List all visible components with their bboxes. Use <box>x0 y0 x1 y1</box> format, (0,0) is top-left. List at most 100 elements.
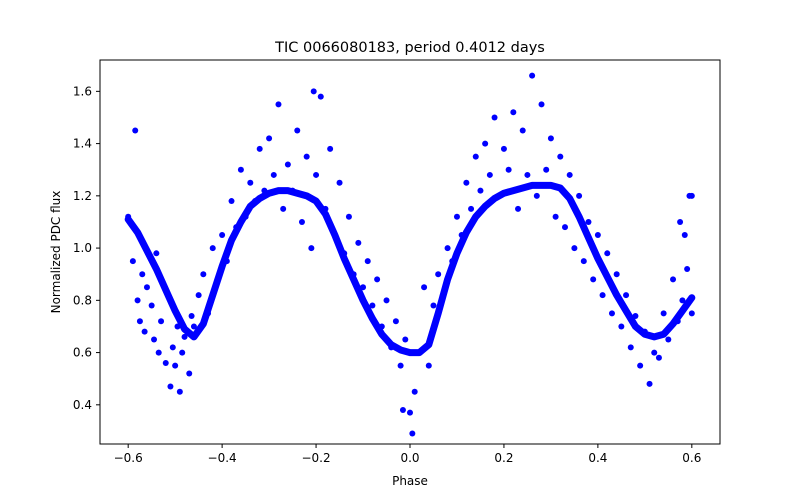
data-point <box>409 430 416 437</box>
data-point <box>491 114 498 121</box>
y-tick-label: 1.6 <box>73 84 92 98</box>
data-point <box>167 383 174 390</box>
x-tick-label: −0.6 <box>114 451 143 465</box>
data-point <box>430 302 437 309</box>
data-point <box>345 213 352 220</box>
data-point <box>411 388 418 395</box>
data-point <box>308 245 315 252</box>
plot-area-frame <box>99 59 721 445</box>
data-point <box>679 297 686 304</box>
data-point <box>651 349 658 356</box>
data-point <box>181 333 188 340</box>
y-tick-label: 0.8 <box>73 293 92 307</box>
data-point <box>557 153 564 160</box>
data-point <box>566 171 573 178</box>
y-tick-label: 1.2 <box>73 189 92 203</box>
data-point <box>298 218 305 225</box>
y-tick-label: 0.6 <box>73 346 92 360</box>
data-point <box>482 140 489 147</box>
data-point <box>256 145 263 152</box>
data-point <box>392 318 399 325</box>
x-tick-label: 0.0 <box>400 451 419 465</box>
data-point <box>477 187 484 194</box>
y-axis-label: Normalized PDC flux <box>49 191 63 314</box>
x-tick-label: 0.4 <box>588 451 607 465</box>
data-point <box>172 362 179 369</box>
data-point <box>141 328 148 335</box>
data-point <box>571 245 578 252</box>
data-point <box>510 109 517 116</box>
data-point <box>188 313 195 319</box>
data-point <box>190 323 197 330</box>
data-point <box>515 205 522 212</box>
x-axis-ticks: −0.6 −0.4 −0.2 0.0 0.2 0.4 0.6 <box>114 444 701 465</box>
data-marks <box>124 72 696 437</box>
data-point <box>327 145 334 152</box>
data-point <box>547 135 554 142</box>
data-point <box>670 276 677 283</box>
data-point <box>655 354 662 361</box>
data-point <box>421 284 428 291</box>
data-point <box>435 271 442 278</box>
data-point <box>294 127 301 134</box>
data-point <box>576 192 583 199</box>
data-point <box>336 179 343 186</box>
data-point <box>280 205 287 212</box>
data-point <box>660 310 667 317</box>
chart-title: TIC 0066080183, period 0.4012 days <box>274 40 545 56</box>
data-point <box>155 349 162 356</box>
data-point <box>355 239 362 246</box>
data-point <box>543 166 550 173</box>
data-point <box>637 362 644 369</box>
data-point <box>688 192 695 199</box>
data-point <box>580 258 587 265</box>
data-point <box>364 258 371 265</box>
data-point <box>627 344 634 351</box>
data-point <box>524 171 531 178</box>
data-point <box>129 258 136 265</box>
data-point <box>519 127 526 134</box>
data-point <box>684 265 691 272</box>
data-point <box>402 336 409 343</box>
data-point <box>209 245 216 252</box>
data-point <box>599 292 606 299</box>
data-point <box>195 292 202 299</box>
data-point <box>369 302 376 309</box>
x-tick-label: 0.6 <box>682 451 701 465</box>
data-point <box>468 205 475 212</box>
y-axis-ticks: 0.4 0.6 0.8 1.0 1.2 1.4 1.6 <box>73 84 100 412</box>
data-point <box>143 284 150 291</box>
data-point <box>618 323 625 330</box>
data-point <box>538 101 545 108</box>
data-point <box>176 388 183 395</box>
data-point <box>275 101 282 108</box>
data-point <box>604 250 611 257</box>
model-curve <box>124 181 696 357</box>
data-point <box>533 192 540 199</box>
data-point <box>472 153 479 160</box>
data-point <box>158 318 165 325</box>
data-point <box>594 232 601 239</box>
data-point <box>646 380 653 387</box>
data-point <box>200 271 207 278</box>
x-tick-label: −0.4 <box>208 451 237 465</box>
data-point <box>237 166 244 173</box>
x-tick-label: −0.2 <box>301 451 330 465</box>
data-point <box>153 250 160 257</box>
data-point <box>151 336 158 343</box>
data-point <box>585 218 592 225</box>
data-point <box>374 276 381 283</box>
data-point <box>247 179 254 186</box>
data-point <box>407 409 413 416</box>
data-point <box>677 218 684 225</box>
data-point <box>505 166 512 173</box>
data-point <box>590 276 597 283</box>
data-point <box>313 171 320 178</box>
data-point <box>148 302 155 309</box>
data-point <box>270 171 277 178</box>
data-point <box>623 292 630 299</box>
data-point <box>310 88 317 95</box>
data-point <box>397 362 404 369</box>
